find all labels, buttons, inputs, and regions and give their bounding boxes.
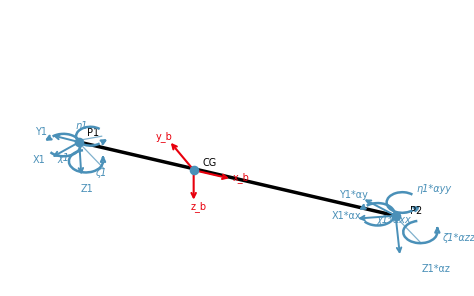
Text: ζ1*αzz: ζ1*αzz xyxy=(442,233,474,243)
Text: χ1*αxx: χ1*αxx xyxy=(376,215,411,225)
Text: Y1*αy: Y1*αy xyxy=(338,190,367,200)
Point xyxy=(190,168,198,173)
Text: CG: CG xyxy=(202,158,217,168)
Text: X1: X1 xyxy=(32,155,45,165)
Text: Z1: Z1 xyxy=(81,184,94,194)
Text: P2: P2 xyxy=(410,206,422,216)
Text: P1: P1 xyxy=(87,128,99,138)
Text: ζ1: ζ1 xyxy=(95,168,107,178)
Text: x_b: x_b xyxy=(232,172,249,183)
Text: Y1: Y1 xyxy=(35,127,47,137)
Text: η1*αyy: η1*αyy xyxy=(416,184,451,194)
Text: y_b: y_b xyxy=(156,131,173,142)
Text: χ1: χ1 xyxy=(57,153,70,163)
Text: η1: η1 xyxy=(75,121,88,131)
Point xyxy=(75,140,83,144)
Text: X1*αx: X1*αx xyxy=(331,211,361,221)
Text: Z1*αz: Z1*αz xyxy=(421,264,450,274)
Text: z_b: z_b xyxy=(191,202,207,212)
Point xyxy=(392,213,400,218)
